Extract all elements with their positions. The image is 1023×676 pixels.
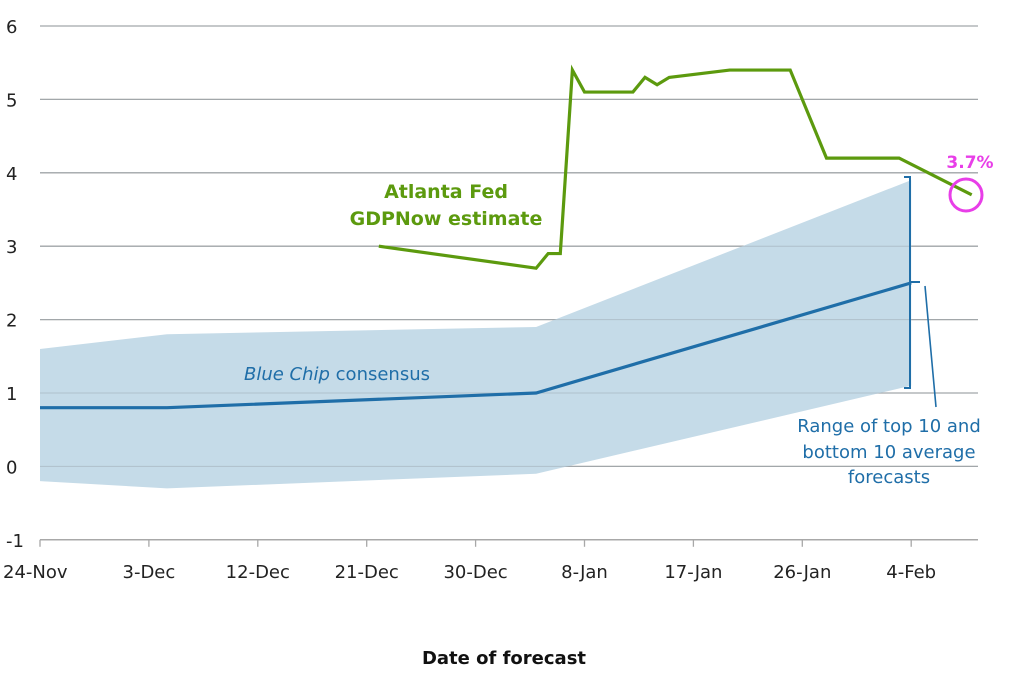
gdpnow-line bbox=[378, 64, 973, 270]
range-label-line1: Range of top 10 and bbox=[797, 416, 981, 437]
y-tick-label: 2 bbox=[6, 311, 17, 332]
x-tick-label: 24-Nov bbox=[3, 562, 68, 583]
x-tick-label: 4-Feb bbox=[886, 562, 936, 583]
range-label-line3: forecasts bbox=[848, 467, 930, 488]
gdpnow-label-line2: GDPNow estimate bbox=[350, 208, 543, 230]
y-tick-label: 4 bbox=[6, 164, 17, 185]
x-tick-label: 8-Jan bbox=[561, 562, 608, 583]
range-label-line2: bottom 10 average bbox=[802, 442, 975, 463]
latest-value-label: 3.7% bbox=[946, 153, 993, 173]
x-axis-title: Date of forecast bbox=[422, 648, 586, 669]
forecast-range-band bbox=[40, 180, 912, 489]
series-lines bbox=[40, 64, 973, 410]
bluechip-consensus-line bbox=[40, 281, 912, 410]
x-tick-label: 17-Jan bbox=[664, 562, 722, 583]
bluechip-label-rest: consensus bbox=[330, 364, 430, 385]
y-tick-label: 3 bbox=[6, 237, 17, 258]
x-tick-label: 12-Dec bbox=[226, 562, 290, 583]
latest-value-highlight-circle bbox=[948, 177, 984, 213]
x-tick-label: 3-Dec bbox=[123, 562, 176, 583]
gdpnow-label-line1: Atlanta Fed bbox=[384, 181, 508, 203]
bluechip-label-italic: Blue Chip bbox=[244, 364, 330, 385]
x-tick-label: 26-Jan bbox=[773, 562, 831, 583]
x-tick-label: 21-Dec bbox=[335, 562, 399, 583]
y-tick-label: 6 bbox=[6, 17, 17, 38]
y-tick-label: 0 bbox=[6, 457, 17, 478]
y-tick-label: 5 bbox=[6, 90, 17, 111]
bluechip-label: Blue Chip consensus bbox=[244, 364, 430, 385]
y-tick-label: 1 bbox=[6, 384, 17, 405]
y-tick-label: -1 bbox=[6, 531, 24, 552]
x-tick-label: 30-Dec bbox=[443, 562, 507, 583]
range-leader-line bbox=[924, 285, 937, 408]
x-axis: 24-Nov 3-Dec 12-Dec 21-Dec 30-Dec 8-Jan 17-Jan… bbox=[3, 539, 978, 583]
y-axis: 6 5 4 3 2 1 0 -1 bbox=[6, 17, 24, 552]
